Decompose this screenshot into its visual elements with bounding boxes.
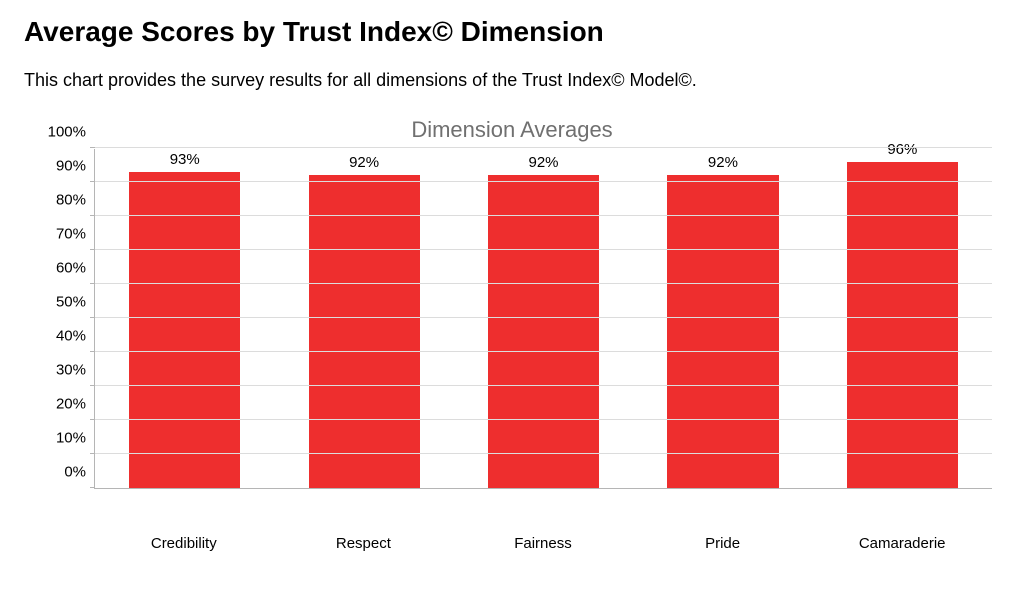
- bar: 92%: [488, 175, 599, 488]
- chart-title: Dimension Averages: [32, 117, 992, 143]
- y-tick-label: 40%: [56, 328, 86, 345]
- chart-plot: 93% 92% 92% 92% 96%: [94, 149, 992, 489]
- gridline: [95, 249, 992, 250]
- y-tick-mark: [90, 385, 95, 386]
- chart-area: 0%10%20%30%40%50%60%70%80%90%100% 93%92%…: [32, 149, 992, 523]
- y-tick-mark: [90, 215, 95, 216]
- y-tick-label: 10%: [56, 430, 86, 447]
- gridline: [95, 181, 992, 182]
- bar-slot: 92%: [274, 149, 453, 488]
- chart-bars: 93% 92% 92% 92% 96%: [95, 149, 992, 488]
- x-tick-label: Respect: [274, 523, 454, 552]
- y-tick-mark: [90, 453, 95, 454]
- y-tick-mark: [90, 181, 95, 182]
- bar: 96%: [847, 162, 958, 488]
- y-tick-label: 90%: [56, 158, 86, 175]
- chart-container: Dimension Averages 0% 10% 20% 30% 40% 50% 60% 7…: [32, 117, 992, 552]
- y-tick-label: 30%: [56, 362, 86, 379]
- gridline: [95, 215, 992, 216]
- y-tick-mark: [90, 249, 95, 250]
- y-tick-mark: [90, 351, 95, 352]
- y-tick-label: 50%: [56, 294, 86, 311]
- y-tick-label: 60%: [56, 260, 86, 277]
- x-axis: CredibilityRespectFairnessPrideCamarader…: [94, 523, 992, 552]
- y-tick-mark: [90, 283, 95, 284]
- y-tick-label: 80%: [56, 192, 86, 209]
- gridline: [95, 147, 992, 148]
- page-description: This chart provides the survey results f…: [24, 70, 1000, 91]
- gridline: [95, 385, 992, 386]
- x-tick-label: Credibility: [94, 523, 274, 552]
- y-tick-label: 0%: [64, 464, 86, 481]
- gridline: [95, 351, 992, 352]
- bar-value-label: 92%: [349, 154, 379, 171]
- gridline: [95, 419, 992, 420]
- y-axis: 0%10%20%30%40%50%60%70%80%90%100%: [32, 149, 94, 489]
- y-tick-mark: [90, 487, 95, 488]
- y-tick-label: 20%: [56, 396, 86, 413]
- bar: 92%: [309, 175, 420, 488]
- y-tick-mark: [90, 419, 95, 420]
- x-tick-label: Pride: [633, 523, 813, 552]
- y-tick-label: 70%: [56, 226, 86, 243]
- y-tick-label: 100%: [48, 124, 86, 141]
- bar-slot: 92%: [633, 149, 812, 488]
- page: Average Scores by Trust Index© Dimension…: [0, 0, 1024, 560]
- bar-value-label: 96%: [887, 141, 917, 158]
- bar-slot: 96%: [813, 149, 992, 488]
- bar-value-label: 92%: [529, 154, 559, 171]
- y-tick-mark: [90, 147, 95, 148]
- gridline: [95, 453, 992, 454]
- gridline: [95, 283, 992, 284]
- page-title: Average Scores by Trust Index© Dimension: [24, 16, 1000, 48]
- bar: 92%: [667, 175, 778, 488]
- bar-value-label: 92%: [708, 154, 738, 171]
- y-tick-mark: [90, 317, 95, 318]
- bar-slot: 93%: [95, 149, 274, 488]
- gridline: [95, 317, 992, 318]
- bar-slot: 92%: [454, 149, 633, 488]
- bar: 93%: [129, 172, 240, 488]
- x-tick-label: Fairness: [453, 523, 633, 552]
- x-tick-label: Camaraderie: [812, 523, 992, 552]
- bar-value-label: 93%: [170, 151, 200, 168]
